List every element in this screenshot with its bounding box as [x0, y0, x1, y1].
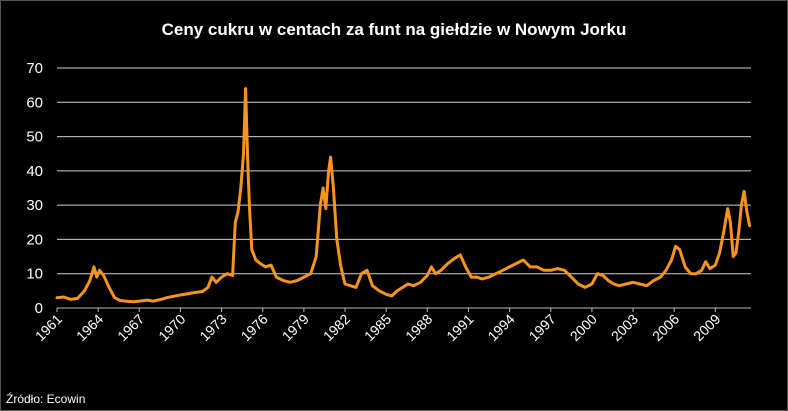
x-tick-label: 2009 [690, 311, 723, 344]
x-tick-label: 1973 [196, 311, 229, 344]
x-tick-label: 1994 [484, 311, 517, 344]
x-tick-label: 1997 [526, 311, 559, 344]
x-tick-label: 1982 [320, 311, 353, 344]
x-tick-label: 1976 [238, 311, 271, 344]
y-tick-label: 30 [26, 197, 43, 214]
y-tick-label: 0 [35, 300, 43, 317]
y-tick-label: 60 [26, 94, 43, 111]
y-tick-label: 10 [26, 266, 43, 283]
chart-title: Ceny cukru w centach za funt na giełdzie… [161, 20, 627, 39]
x-tick-label: 2000 [567, 311, 600, 344]
y-tick-label: 50 [26, 129, 43, 146]
x-tick-label: 2003 [608, 311, 641, 344]
x-tick-label: 1979 [279, 311, 312, 344]
y-tick-label: 40 [26, 163, 43, 180]
x-tick-label: 1985 [361, 311, 394, 344]
x-tick-label: 1991 [443, 311, 476, 344]
source-note: Źródło: Ecowin [6, 392, 86, 406]
y-axis-ticks: 0 10 20 30 40 50 60 70 [26, 60, 43, 317]
x-tick-label: 2006 [649, 311, 682, 344]
x-tick-label: 1970 [155, 311, 188, 344]
gridlines [57, 67, 751, 275]
series-line-0 [55, 87, 752, 304]
x-axis-ticks: 1961 1964 1967 1970 1973 1976 1979 1982 1985 1988… [32, 308, 724, 344]
y-tick-label: 70 [26, 60, 43, 77]
y-tick-label: 20 [26, 231, 43, 248]
series-group [55, 87, 752, 304]
x-tick-label: 1967 [114, 311, 147, 344]
x-tick-label: 1988 [402, 311, 435, 344]
x-tick-label: 1964 [73, 311, 106, 344]
